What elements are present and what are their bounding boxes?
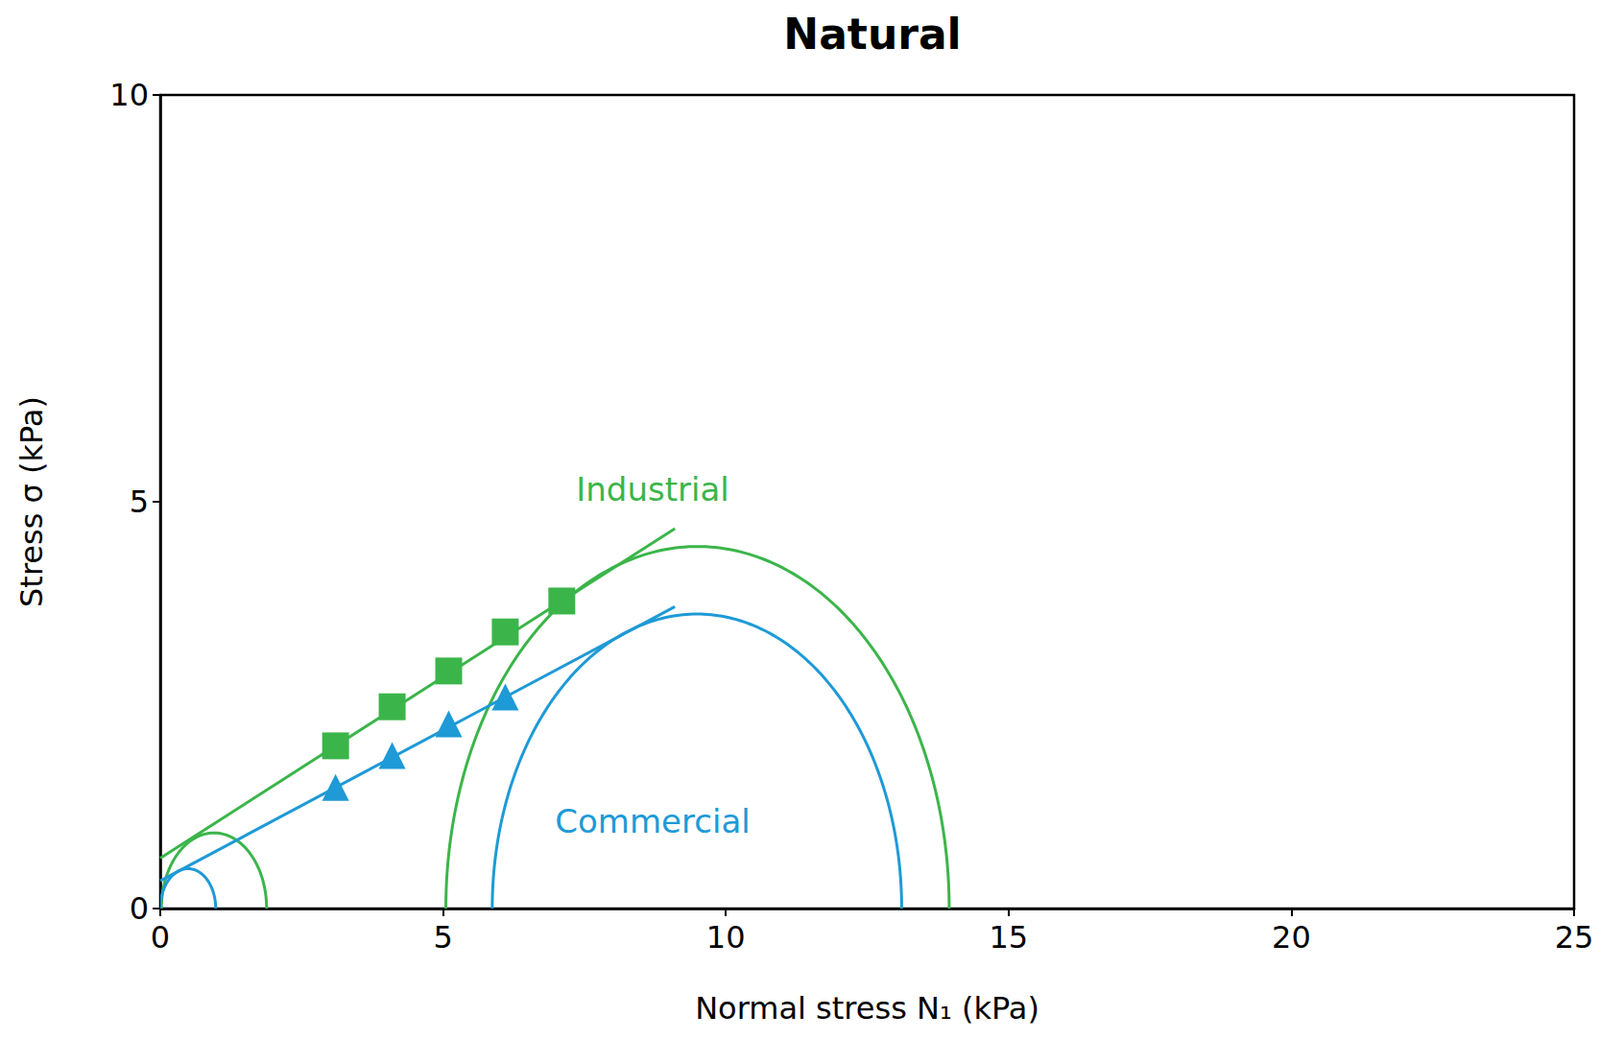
svg-text:10: 10: [706, 919, 746, 956]
svg-text:Normal stress N₁ (kPa): Normal stress N₁ (kPa): [694, 990, 1040, 1027]
svg-text:5: 5: [129, 483, 149, 521]
svg-text:Stress σ (kPa): Stress σ (kPa): [13, 396, 50, 608]
svg-text:5: 5: [432, 919, 453, 956]
svg-text:Commercial: Commercial: [554, 802, 750, 841]
svg-text:Natural: Natural: [783, 9, 961, 59]
svg-text:0: 0: [150, 919, 170, 956]
svg-text:25: 25: [1554, 919, 1595, 956]
svg-text:15: 15: [988, 919, 1028, 956]
svg-text:Industrial: Industrial: [575, 470, 729, 509]
svg-text:20: 20: [1271, 919, 1312, 956]
svg-text:10: 10: [109, 76, 149, 114]
svg-text:0: 0: [129, 890, 149, 928]
